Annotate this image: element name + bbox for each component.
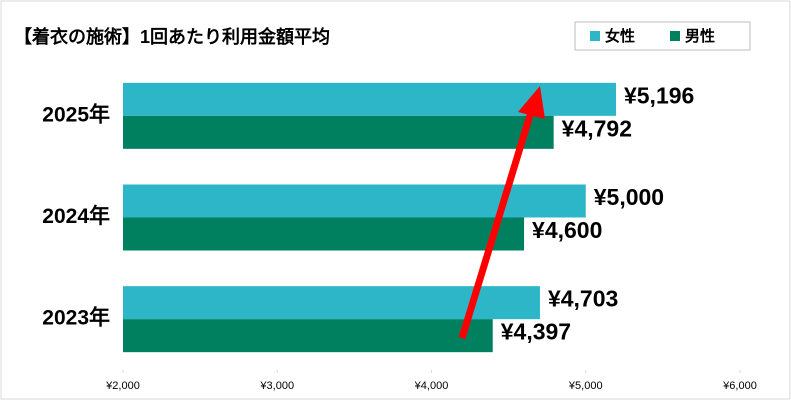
value-label: ¥4,703 xyxy=(548,286,618,312)
value-label: ¥5,000 xyxy=(594,184,664,210)
arrow-head xyxy=(518,86,545,119)
value-label: ¥4,397 xyxy=(501,319,571,345)
x-tick-label: ¥2,000 xyxy=(105,380,140,392)
y-tick-label: 2025年 xyxy=(42,102,110,126)
y-tick-label: 2024年 xyxy=(42,204,110,228)
x-tick-label: ¥3,000 xyxy=(259,380,294,392)
value-label: ¥5,196 xyxy=(624,82,694,108)
legend-box xyxy=(574,21,751,51)
trend-arrow xyxy=(458,86,545,340)
y-tick-label: 2023年 xyxy=(42,306,110,330)
x-tick-label: ¥6,000 xyxy=(722,380,757,392)
legend-label: 男性 xyxy=(685,27,715,45)
bar xyxy=(123,319,493,353)
bar xyxy=(123,217,525,251)
legend-swatch xyxy=(670,31,680,41)
legend-label: 女性 xyxy=(605,27,635,45)
chart-title: 【着衣の施術】1回あたり利用金額平均 xyxy=(14,26,330,47)
value-label: ¥4,600 xyxy=(532,217,602,243)
legend-swatch xyxy=(590,31,600,41)
x-tick-label: ¥4,000 xyxy=(414,380,449,392)
x-tick-label: ¥5,000 xyxy=(568,380,603,392)
bar xyxy=(123,184,586,218)
bar xyxy=(123,115,554,149)
arrow-shaft xyxy=(458,110,535,340)
value-label: ¥4,792 xyxy=(562,115,632,141)
